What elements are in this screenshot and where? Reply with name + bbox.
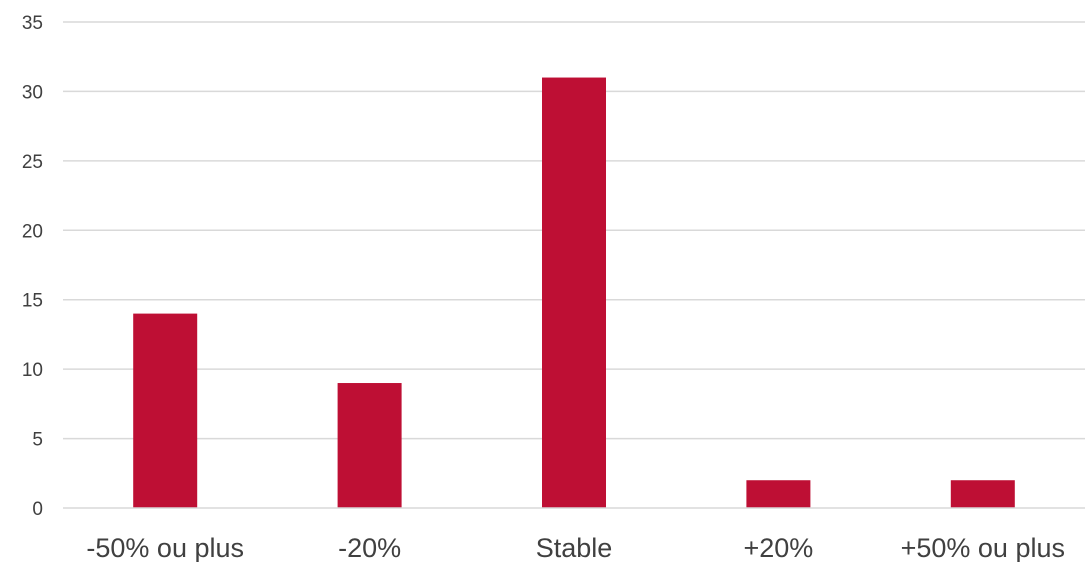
bar xyxy=(133,313,198,508)
bars xyxy=(133,77,1015,509)
bar xyxy=(337,383,402,508)
x-tick-label: Stable xyxy=(536,533,613,562)
y-tick-label: 5 xyxy=(32,430,43,451)
x-tick-label: +20% xyxy=(743,533,813,562)
x-tick-label: -50% ou plus xyxy=(86,533,244,562)
y-tick-label: 35 xyxy=(22,13,43,34)
bar xyxy=(542,77,606,509)
x-tick-label: +50% ou plus xyxy=(901,533,1065,562)
x-axis-ticks: -50% ou plus -20% Stable +20% +50% ou plus xyxy=(86,533,1065,562)
y-tick-label: 10 xyxy=(22,360,43,381)
bar xyxy=(950,480,1015,508)
y-axis-ticks: 0 5 10 15 20 25 30 35 xyxy=(22,13,43,520)
y-tick-label: 20 xyxy=(22,221,43,242)
bar xyxy=(746,480,811,508)
y-tick-label: 30 xyxy=(22,82,43,103)
y-tick-label: 0 xyxy=(32,499,43,520)
y-tick-label: 25 xyxy=(22,152,43,173)
x-tick-label: -20% xyxy=(338,533,401,562)
y-tick-label: 15 xyxy=(22,291,43,312)
